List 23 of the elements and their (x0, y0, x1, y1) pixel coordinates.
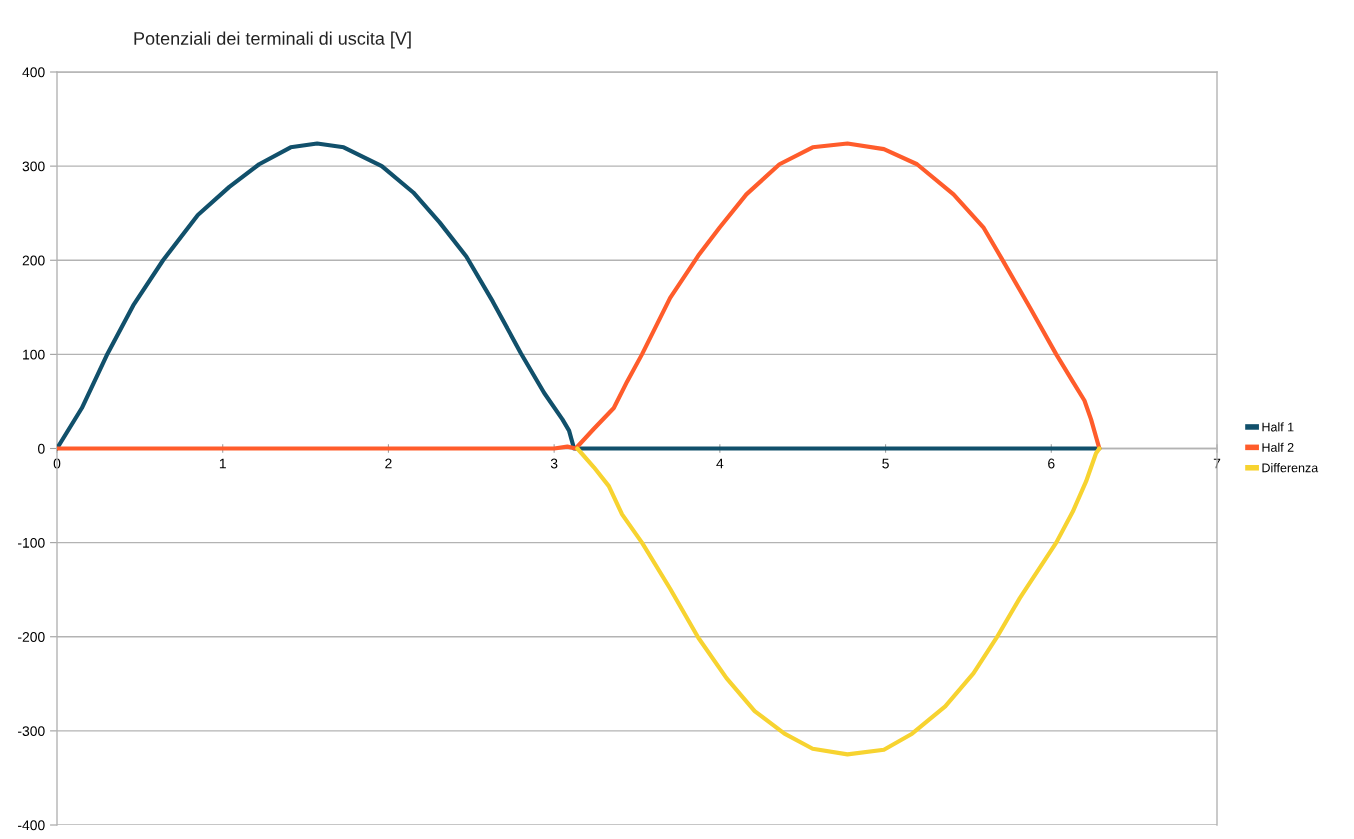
x-tick-label: 4 (716, 458, 724, 469)
legend-label: Half 1 (1262, 422, 1294, 432)
x-tick-label: 5 (882, 458, 889, 469)
line-series (575, 446, 1102, 757)
y-tick-label: -100 (18, 537, 45, 548)
legend-label: Half 2 (1262, 442, 1294, 452)
y-tick-label: -400 (18, 820, 45, 831)
legend-label: Differenza (1262, 463, 1319, 473)
x-tick-label: 6 (1048, 458, 1055, 469)
y-tick-label: 300 (22, 161, 45, 172)
x-tick-label: 2 (385, 458, 392, 469)
x-tick-label: 0 (53, 458, 61, 469)
x-tick-label: 3 (550, 458, 558, 469)
y-tick-label: 200 (22, 255, 45, 266)
chart-title: Potenziali dei terminali di uscita [V] (134, 31, 411, 49)
y-tick-label: 0 (38, 443, 45, 454)
x-tick-label: 7 (1213, 458, 1221, 469)
y-tick-label: 400 (22, 67, 45, 78)
x-tick-label: 1 (219, 458, 226, 469)
line-series (57, 141, 1102, 451)
y-tick-label: -300 (18, 726, 45, 737)
y-tick-label: 100 (23, 349, 45, 360)
y-tick-label: -200 (18, 632, 45, 642)
